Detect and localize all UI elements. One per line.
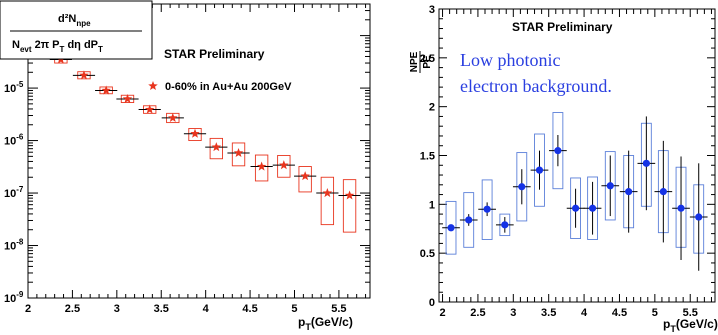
right-note-line-1: Low photonic bbox=[460, 50, 561, 70]
left-data-point bbox=[233, 147, 244, 158]
left-systematic-box bbox=[277, 155, 291, 178]
left-x-tick-labels: 2 2.5 3 3.5 4 4.5 5 5.5 bbox=[25, 303, 347, 315]
left-systematic-box bbox=[231, 142, 246, 167]
left-data-point bbox=[256, 161, 267, 171]
right-y-tick-label: 0 bbox=[429, 297, 435, 309]
left-x-axis-label: pT(GeV/c) bbox=[298, 315, 353, 332]
right-data-points bbox=[447, 147, 703, 232]
left-data-point bbox=[279, 160, 289, 170]
right-x-tick-labels: 2 2.5 3 3.5 4 4.5 5 5.5 bbox=[439, 307, 697, 319]
right-data-point bbox=[465, 216, 473, 224]
right-x-tick-label: 2 bbox=[439, 307, 445, 319]
right-y-tick-label: 1.5 bbox=[420, 151, 435, 163]
right-data-point bbox=[659, 188, 667, 196]
right-data-point bbox=[642, 159, 650, 167]
left-data-point bbox=[344, 190, 355, 200]
left-x-tick-label: 4 bbox=[203, 303, 210, 315]
right-y-tick-label: 3 bbox=[429, 4, 435, 16]
left-x-tick-label: 3.5 bbox=[154, 303, 169, 315]
left-systematic-box bbox=[254, 154, 269, 182]
right-y-tick-label: 1 bbox=[429, 199, 435, 211]
right-data-point bbox=[695, 213, 703, 221]
left-data-point bbox=[144, 104, 155, 114]
right-x-tick-label: 2.5 bbox=[470, 307, 485, 319]
left-y-tick-label: 10-9 bbox=[4, 290, 24, 305]
left-legend-marker bbox=[148, 81, 158, 91]
left-data-point bbox=[322, 188, 333, 198]
right-y-tick-labels: 0 0.5 1 1.5 2 2.5 3 bbox=[420, 4, 435, 309]
right-x-axis-label: pT(GeV/c) bbox=[663, 317, 718, 334]
left-data-points bbox=[27, 38, 361, 200]
left-systematic-box bbox=[320, 176, 335, 226]
left-systematic-box bbox=[342, 179, 357, 233]
right-x-tick-label: 5.5 bbox=[683, 307, 698, 319]
right-data-point bbox=[447, 224, 455, 232]
right-data-point bbox=[588, 204, 597, 212]
right-x-tick-label: 4.5 bbox=[612, 307, 627, 319]
right-data-point bbox=[571, 204, 580, 212]
right-x-tick-label: 4 bbox=[581, 307, 588, 319]
right-data-point bbox=[483, 205, 491, 213]
left-data-point bbox=[101, 85, 111, 95]
right-data-point bbox=[518, 183, 526, 191]
left-x-tick-label: 5.5 bbox=[331, 303, 346, 315]
left-ylabel-box: d²Nnpe Nevt 2π PT dη dPT bbox=[0, 0, 153, 60]
left-systematic-box bbox=[188, 128, 202, 142]
left-x-tick-label: 5 bbox=[291, 303, 297, 315]
left-y-tick-labels: 10-910-810-710-610-510-4 bbox=[4, 28, 24, 305]
right-y-tick-label: 2.5 bbox=[420, 53, 435, 65]
left-systematic-box bbox=[298, 166, 312, 193]
left-x-tick-label: 4.5 bbox=[242, 303, 257, 315]
right-chart: 2 2.5 3 3.5 4 4.5 5 5.5 0 0.5 1 1.5 2 2.5 3 NPE PE ST… bbox=[409, 4, 718, 334]
left-data-point bbox=[211, 142, 222, 152]
left-data-point bbox=[168, 112, 178, 122]
right-star-preliminary: STAR Preliminary bbox=[512, 20, 613, 34]
left-data-point bbox=[190, 128, 200, 138]
right-data-point bbox=[501, 221, 509, 229]
left-data-point bbox=[122, 93, 133, 104]
left-legend-star bbox=[148, 81, 158, 91]
left-x-tick-label: 3 bbox=[114, 303, 120, 315]
left-y-tick-label: 10-5 bbox=[4, 80, 24, 95]
left-star-preliminary: STAR Preliminary bbox=[164, 47, 265, 61]
right-data-point bbox=[606, 182, 614, 190]
right-x-tick-label: 3.5 bbox=[541, 307, 556, 319]
left-plot-frame bbox=[27, 3, 371, 299]
left-y-tick-label: 10-8 bbox=[4, 238, 24, 253]
right-y-tick-label: 2 bbox=[429, 102, 435, 114]
right-y-tick-label: 0.5 bbox=[420, 248, 435, 260]
right-data-point bbox=[625, 188, 633, 196]
left-systematic-box bbox=[209, 137, 223, 160]
right-y-axis-label: NPE PE bbox=[409, 51, 433, 73]
right-ylabel-numerator: NPE bbox=[409, 51, 420, 72]
right-note-line-2: electron background. bbox=[460, 76, 612, 96]
right-x-tick-label: 3 bbox=[510, 307, 516, 319]
right-data-point bbox=[677, 204, 685, 212]
left-legend: 0-60% in Au+Au 200GeV bbox=[148, 81, 292, 93]
left-legend-text: 0-60% in Au+Au 200GeV bbox=[165, 81, 292, 93]
right-x-tick-label: 5 bbox=[652, 307, 658, 319]
left-chart: 22.533.544.555.5 10-910-810-710-610-510-… bbox=[0, 0, 371, 332]
left-ylabel-denominator: Nevt 2π PT dη dPT bbox=[12, 39, 103, 54]
right-ylabel-denominator: PE bbox=[422, 55, 433, 69]
left-y-tick-label: 10-7 bbox=[4, 185, 24, 200]
right-ticks bbox=[439, 8, 715, 303]
left-ylabel-numerator: d²Nnpe bbox=[58, 13, 91, 28]
left-data-point bbox=[79, 70, 89, 80]
left-y-tick-label: 10-6 bbox=[4, 133, 24, 148]
left-data-point bbox=[300, 171, 310, 181]
right-data-point bbox=[554, 147, 562, 155]
left-x-tick-label: 2.5 bbox=[65, 303, 80, 315]
left-x-tick-label: 2 bbox=[25, 303, 31, 315]
right-data-point bbox=[535, 166, 544, 174]
right-systematic-boxes bbox=[445, 112, 705, 255]
